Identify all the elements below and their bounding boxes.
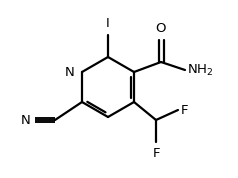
Text: F: F	[181, 103, 188, 116]
Text: N: N	[20, 114, 30, 127]
Text: I: I	[106, 17, 110, 30]
Text: NH$_2$: NH$_2$	[187, 62, 213, 78]
Text: N: N	[65, 66, 75, 78]
Text: O: O	[156, 22, 166, 35]
Text: F: F	[152, 147, 160, 160]
